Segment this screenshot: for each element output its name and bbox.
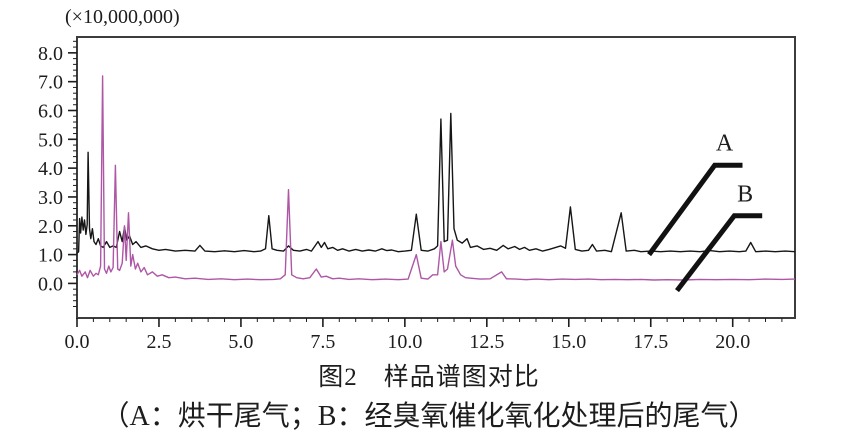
y-axis-tick-label: 6.0 (38, 100, 63, 122)
figure-caption-legend: （A：烘干尾气；B：经臭氧催化氧化处理后的尾气） (101, 401, 757, 432)
callout-label-B: B (737, 181, 753, 207)
x-axis-tick-label: 15.0 (551, 331, 586, 353)
callout-label-A: A (716, 130, 734, 156)
x-axis-tick-label: 10.0 (387, 331, 422, 353)
x-axis-tick-label: 12.5 (469, 331, 504, 353)
y-axis-tick-label: 1.0 (38, 245, 63, 267)
callout-line-A (647, 162, 743, 257)
y-axis-scale-label: (×10,000,000) (65, 6, 180, 28)
trace-A (76, 112, 796, 254)
x-axis-tick-label: 7.5 (310, 331, 335, 353)
x-axis-tick-label: 17.5 (633, 331, 668, 353)
chromatogram-svg: (×10,000,000) 0.0 1.0 2.0 3.0 4.0 5.0 6.0 7.0 8.0… (38, 6, 796, 353)
y-axis-tick-label: 3.0 (38, 187, 63, 209)
y-axis-tick-label: 7.0 (38, 72, 63, 94)
x-axis-tick-label: 0.0 (65, 331, 90, 353)
y-axis-tick-label: 8.0 (38, 43, 63, 65)
plot-frame (76, 36, 796, 319)
trace-B (76, 75, 796, 281)
y-axis-tick-label: 0.0 (38, 273, 63, 295)
x-axis-tick-label: 5.0 (228, 331, 253, 353)
callout-line-B (675, 213, 763, 293)
y-axis-tick-label: 4.0 (38, 158, 63, 180)
figure-caption-title: 图2 样品谱图对比 (318, 364, 540, 391)
y-axis-tick-label: 5.0 (38, 129, 63, 151)
x-axis-tick-label: 20.0 (715, 331, 750, 353)
x-axis-tick-label: 2.5 (146, 331, 171, 353)
y-axis-tick-label: 2.0 (38, 216, 63, 238)
